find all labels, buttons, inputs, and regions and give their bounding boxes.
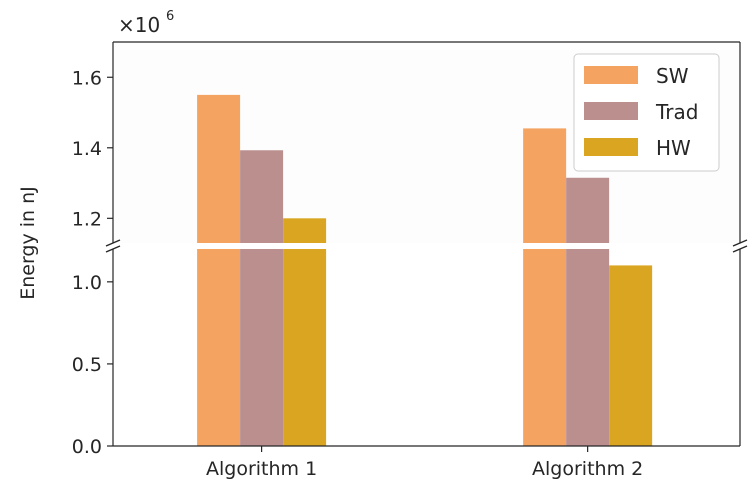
bar-upper-sw-algorithm-2 — [523, 128, 567, 243]
legend-swatch-hw — [584, 138, 638, 156]
legend-label-sw: SW — [656, 64, 689, 88]
bar-upper-hw-algorithm-1 — [283, 218, 327, 243]
bar-upper-sw-algorithm-1 — [197, 94, 241, 243]
x-tick-label: Algorithm 1 — [206, 458, 317, 480]
bar-upper-trad-algorithm-2 — [566, 177, 610, 243]
legend-label-hw: HW — [656, 136, 691, 160]
break-mark-upper-left — [105, 239, 121, 247]
scale-factor-exponent: 6 — [166, 9, 174, 24]
bar-lower-sw-algorithm-2 — [523, 249, 567, 446]
legend-swatch-sw — [584, 66, 638, 84]
legend-swatch-trad — [584, 102, 638, 120]
y-axis-title: Energy in nJ — [17, 186, 39, 300]
break-mark-lower-right — [732, 245, 748, 253]
legend: SW Trad HW — [573, 53, 720, 172]
x-axis: Algorithm 1 Algorithm 2 — [206, 446, 643, 480]
break-mark-lower-left — [105, 245, 121, 253]
x-tick-label: Algorithm 2 — [532, 458, 643, 480]
lower-y-tick-label: 0.5 — [72, 354, 102, 376]
lower-y-tick-label: 0.0 — [72, 436, 102, 458]
bar-upper-trad-algorithm-1 — [240, 150, 284, 243]
bar-lower-sw-algorithm-1 — [197, 249, 241, 446]
bar-lower-trad-algorithm-1 — [240, 249, 284, 446]
upper-y-tick-label: 1.4 — [72, 138, 102, 160]
bar-lower-hw-algorithm-1 — [283, 249, 327, 446]
bar-lower-trad-algorithm-2 — [566, 249, 610, 446]
legend-label-trad: Trad — [655, 100, 698, 124]
upper-y-tick-label: 1.6 — [72, 67, 102, 89]
bar-lower-hw-algorithm-2 — [609, 265, 653, 446]
lower-panel: 0.0 0.5 1.0 — [72, 249, 741, 458]
break-mark-upper-right — [732, 239, 748, 247]
scale-factor-label: ×10 6 — [118, 9, 174, 37]
lower-y-tick-label: 1.0 — [72, 272, 102, 294]
scale-factor-base: ×10 — [118, 13, 160, 37]
upper-y-tick-label: 1.2 — [72, 208, 102, 230]
axis-break-marks — [105, 239, 748, 253]
